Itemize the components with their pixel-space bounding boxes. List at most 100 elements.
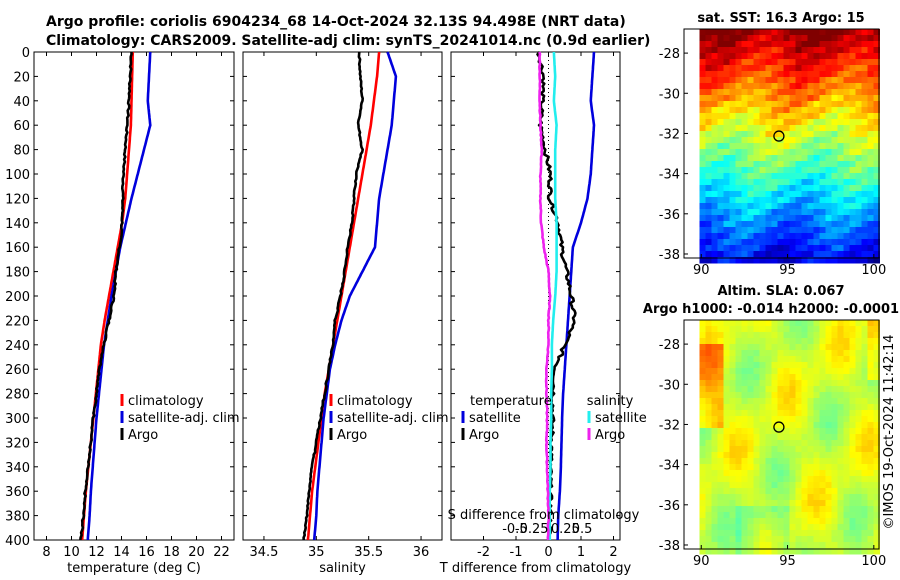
heatmap-cell — [765, 458, 772, 465]
heatmap-cell — [855, 398, 862, 405]
heatmap-cell — [771, 362, 778, 369]
heatmap-cell — [747, 119, 754, 126]
heatmap-cell — [843, 542, 850, 549]
heatmap-cell — [723, 95, 730, 102]
heatmap-cell — [813, 374, 820, 381]
heatmap-cell — [723, 404, 730, 411]
heatmap-cell — [801, 332, 808, 339]
heatmap-cell — [759, 77, 766, 84]
heatmap-cell — [699, 428, 706, 435]
heatmap-cell — [723, 536, 730, 543]
heatmap-cell — [777, 233, 784, 240]
heatmap-cell — [813, 500, 820, 507]
heatmap-cell — [819, 452, 826, 459]
heatmap-cell — [741, 185, 748, 192]
heatmap-cell — [795, 518, 802, 525]
heatmap-cell — [705, 137, 712, 144]
heatmap-cell — [717, 404, 724, 411]
heatmap-cell — [765, 506, 772, 513]
heatmap-cell — [711, 233, 718, 240]
heatmap-cell — [819, 65, 826, 72]
heatmap-cell — [801, 422, 808, 429]
heatmap-cell — [771, 518, 778, 525]
legend-salinity-0: climatology — [337, 394, 413, 409]
heatmap-cell — [711, 59, 718, 66]
heatmap-cell — [801, 398, 808, 405]
heatmap-cell — [723, 500, 730, 507]
heatmap-cell — [771, 446, 778, 453]
heatmap-cell — [837, 221, 844, 228]
heatmap-cell — [837, 524, 844, 531]
heatmap-cell — [789, 245, 796, 252]
y-tick-label: 380 — [5, 510, 30, 525]
heatmap-cell — [747, 227, 754, 234]
heatmap-cell — [831, 530, 838, 537]
heatmap-cell — [747, 191, 754, 198]
heatmap-cell — [771, 524, 778, 531]
heatmap-cell — [717, 344, 724, 351]
map-subtitle-sla: Argo h1000: -0.014 h2000: -0.0001 — [643, 302, 899, 317]
heatmap-cell — [855, 338, 862, 345]
heatmap-cell — [765, 59, 772, 66]
heatmap-cell — [711, 446, 718, 453]
heatmap-cell — [717, 446, 724, 453]
heatmap-cell — [765, 470, 772, 477]
heatmap-cell — [765, 482, 772, 489]
heatmap-cell — [849, 446, 856, 453]
heatmap-cell — [777, 332, 784, 339]
heatmap-cell — [783, 197, 790, 204]
heatmap-cell — [765, 161, 772, 168]
heatmap-cell — [819, 518, 826, 525]
heatmap-cell — [789, 362, 796, 369]
heatmap-cell — [759, 542, 766, 549]
y-tick-label: 20 — [13, 70, 30, 85]
heatmap-cell — [867, 59, 874, 66]
heatmap-cell — [801, 209, 808, 216]
heatmap-cell — [855, 95, 862, 102]
heatmap-cell — [831, 332, 838, 339]
heatmap-cell — [711, 458, 718, 465]
heatmap-cell — [855, 512, 862, 519]
heatmap-cell — [819, 83, 826, 90]
heatmap-cell — [867, 83, 874, 90]
heatmap-cell — [723, 77, 730, 84]
heatmap-cell — [717, 530, 724, 537]
heatmap-cell — [783, 500, 790, 507]
heatmap-cell — [753, 53, 760, 60]
heatmap-cell — [729, 542, 736, 549]
heatmap-cell — [837, 245, 844, 252]
heatmap-cell — [855, 185, 862, 192]
y-tick-label: 260 — [5, 363, 30, 378]
heatmap-cell — [711, 470, 718, 477]
heatmap-cell — [861, 428, 868, 435]
heatmap-cell — [711, 464, 718, 471]
heatmap-cell — [783, 47, 790, 54]
heatmap-cell — [855, 500, 862, 507]
heatmap-cell — [789, 326, 796, 333]
heatmap-cell — [699, 137, 706, 144]
heatmap-cell — [825, 185, 832, 192]
heatmap-cell — [735, 470, 742, 477]
heatmap-cell — [747, 410, 754, 417]
heatmap-cell — [711, 197, 718, 204]
heatmap-cell — [705, 476, 712, 483]
heatmap-cell — [777, 476, 784, 483]
heatmap-cell — [807, 197, 814, 204]
heatmap-cell — [753, 362, 760, 369]
heatmap-cell — [765, 137, 772, 144]
heatmap-cell — [705, 470, 712, 477]
heatmap-cell — [873, 29, 880, 36]
heatmap-cell — [813, 422, 820, 429]
heatmap-cell — [723, 548, 730, 555]
map-y-tick-label-sst_map: -34 — [659, 168, 680, 183]
heatmap-cell — [735, 251, 742, 258]
heatmap-cell — [735, 257, 742, 264]
heatmap-cell — [825, 446, 832, 453]
heatmap-cell — [795, 320, 802, 327]
heatmap-cell — [765, 476, 772, 483]
heatmap-cell — [831, 71, 838, 78]
heatmap-cell — [807, 113, 814, 120]
heatmap-cell — [837, 257, 844, 264]
heatmap-cell — [717, 149, 724, 156]
heatmap-cell — [807, 434, 814, 441]
